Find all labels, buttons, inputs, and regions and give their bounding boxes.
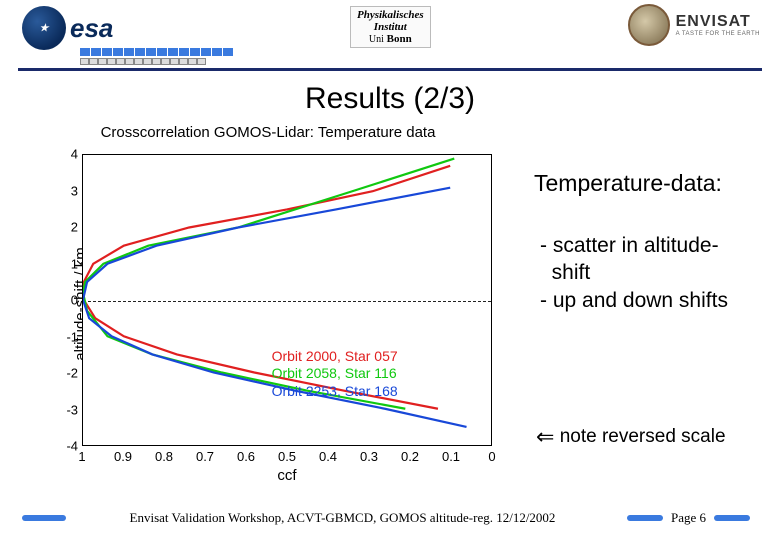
legend-item: Orbit 2253, Star 168 (272, 383, 398, 401)
ytick-label: 1 (58, 256, 78, 271)
xtick-label: 0 (488, 449, 495, 464)
chart-plot-area: Orbit 2000, Star 057Orbit 2058, Star 116… (82, 154, 492, 446)
side-heading: Temperature-data: (534, 170, 722, 197)
xtick-label: 0.9 (114, 449, 132, 464)
xtick-label: 0.5 (278, 449, 296, 464)
legend-item: Orbit 2058, Star 116 (272, 365, 398, 383)
side-body-l3: - up and down shifts (540, 287, 770, 314)
footer-page: Page 6 (671, 510, 706, 526)
footer: Envisat Validation Workshop, ACVT-GBMCD,… (0, 510, 780, 526)
uni-line1: Physikalisches (357, 9, 424, 21)
chart-legend: Orbit 2000, Star 057Orbit 2058, Star 116… (272, 348, 398, 401)
xtick-label: 0.8 (155, 449, 173, 464)
side-note: ⇐ note reversed scale (536, 424, 726, 450)
ytick-label: -1 (58, 329, 78, 344)
footer-bar-left-icon (22, 515, 66, 521)
chart-series-line (83, 159, 454, 409)
xtick-label: 0.1 (442, 449, 460, 464)
flags-row-icon (80, 58, 206, 65)
ytick-label: -3 (58, 402, 78, 417)
ytick-label: 0 (58, 293, 78, 308)
chart-xlabel: ccf (82, 467, 492, 484)
uni-line4: Bonn (387, 33, 412, 45)
footer-bar-right-icon (627, 515, 663, 521)
xtick-label: 0.4 (319, 449, 337, 464)
uni-line2: Institut (374, 21, 407, 33)
esa-bars-icon (80, 48, 233, 56)
envisat-tagline: A TASTE FOR THE EARTH (676, 31, 760, 37)
arrow-left-icon: ⇐ (536, 424, 554, 449)
esa-logo: ★ esa (22, 6, 113, 50)
esa-logo-icon: ★ (22, 6, 66, 50)
envisat-globe-icon (628, 4, 670, 46)
ytick-label: 2 (58, 220, 78, 235)
side-body-l1: - scatter in altitude- (540, 232, 770, 259)
side-body: - scatter in altitude- shift - up and do… (540, 232, 770, 314)
header-rule (18, 68, 762, 71)
xtick-label: 0.3 (360, 449, 378, 464)
side-note-text: note reversed scale (554, 426, 725, 447)
esa-logo-text: esa (70, 13, 113, 44)
envisat-logo: ENVISAT A TASTE FOR THE EARTH (628, 4, 760, 46)
ytick-label: -4 (58, 439, 78, 454)
ytick-label: -2 (58, 366, 78, 381)
xtick-label: 0.2 (401, 449, 419, 464)
footer-bar-right2-icon (714, 515, 750, 521)
uni-line3: Uni (369, 34, 384, 45)
chart-container: Crosscorrelation GOMOS-Lidar: Temperatur… (18, 124, 518, 484)
footer-center: Envisat Validation Workshop, ACVT-GBMCD,… (66, 510, 619, 526)
uni-bonn-logo: Physikalisches Institut Uni Bonn (350, 6, 431, 48)
header: ★ esa Physikalisches Institut Uni Bonn E… (0, 0, 780, 72)
envisat-word: ENVISAT (676, 13, 751, 31)
xtick-label: 0.7 (196, 449, 214, 464)
ytick-label: 4 (58, 147, 78, 162)
side-body-l2: shift (540, 259, 770, 286)
legend-item: Orbit 2000, Star 057 (272, 348, 398, 366)
ytick-label: 3 (58, 183, 78, 198)
xtick-label: 0.6 (237, 449, 255, 464)
chart-curves (83, 155, 491, 445)
xtick-label: 1 (78, 449, 85, 464)
chart-title: Crosscorrelation GOMOS-Lidar: Temperatur… (18, 124, 518, 141)
page-title: Results (2/3) (0, 82, 780, 116)
